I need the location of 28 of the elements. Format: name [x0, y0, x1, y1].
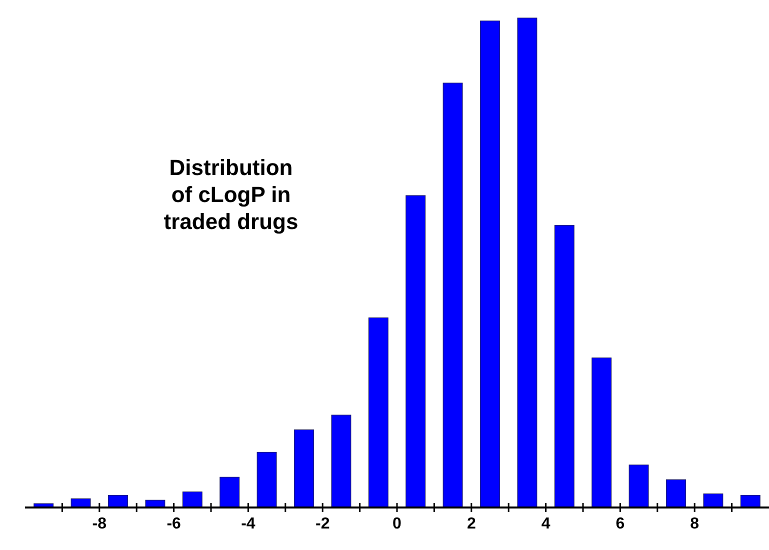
bar	[666, 479, 686, 508]
x-tick-label: -6	[166, 515, 182, 532]
bar	[294, 429, 314, 508]
bar	[220, 476, 240, 508]
bar	[108, 494, 128, 508]
bar	[406, 195, 426, 508]
text: Distribution of cLogP in traded drugs	[164, 155, 298, 234]
x-tick-label: -2	[315, 515, 330, 532]
x-tick-label: -8	[92, 515, 107, 532]
bar	[703, 493, 724, 508]
bar	[256, 452, 277, 508]
bar	[480, 20, 500, 508]
x-tick-label: 0	[392, 515, 402, 532]
bar	[628, 464, 649, 508]
bar	[70, 498, 91, 508]
bar	[517, 18, 538, 508]
bar	[442, 82, 463, 508]
x-tick-label: 4	[541, 515, 550, 532]
bar	[554, 225, 574, 508]
bar	[592, 358, 612, 508]
bar	[740, 494, 760, 508]
bar	[368, 317, 388, 508]
x-tick-label: 2	[466, 515, 476, 532]
x-tick-label: 8	[690, 515, 700, 532]
bar	[331, 414, 352, 508]
x-tick-label: -4	[241, 515, 256, 532]
bar	[182, 492, 202, 508]
x-tick-label: 6	[616, 515, 625, 532]
